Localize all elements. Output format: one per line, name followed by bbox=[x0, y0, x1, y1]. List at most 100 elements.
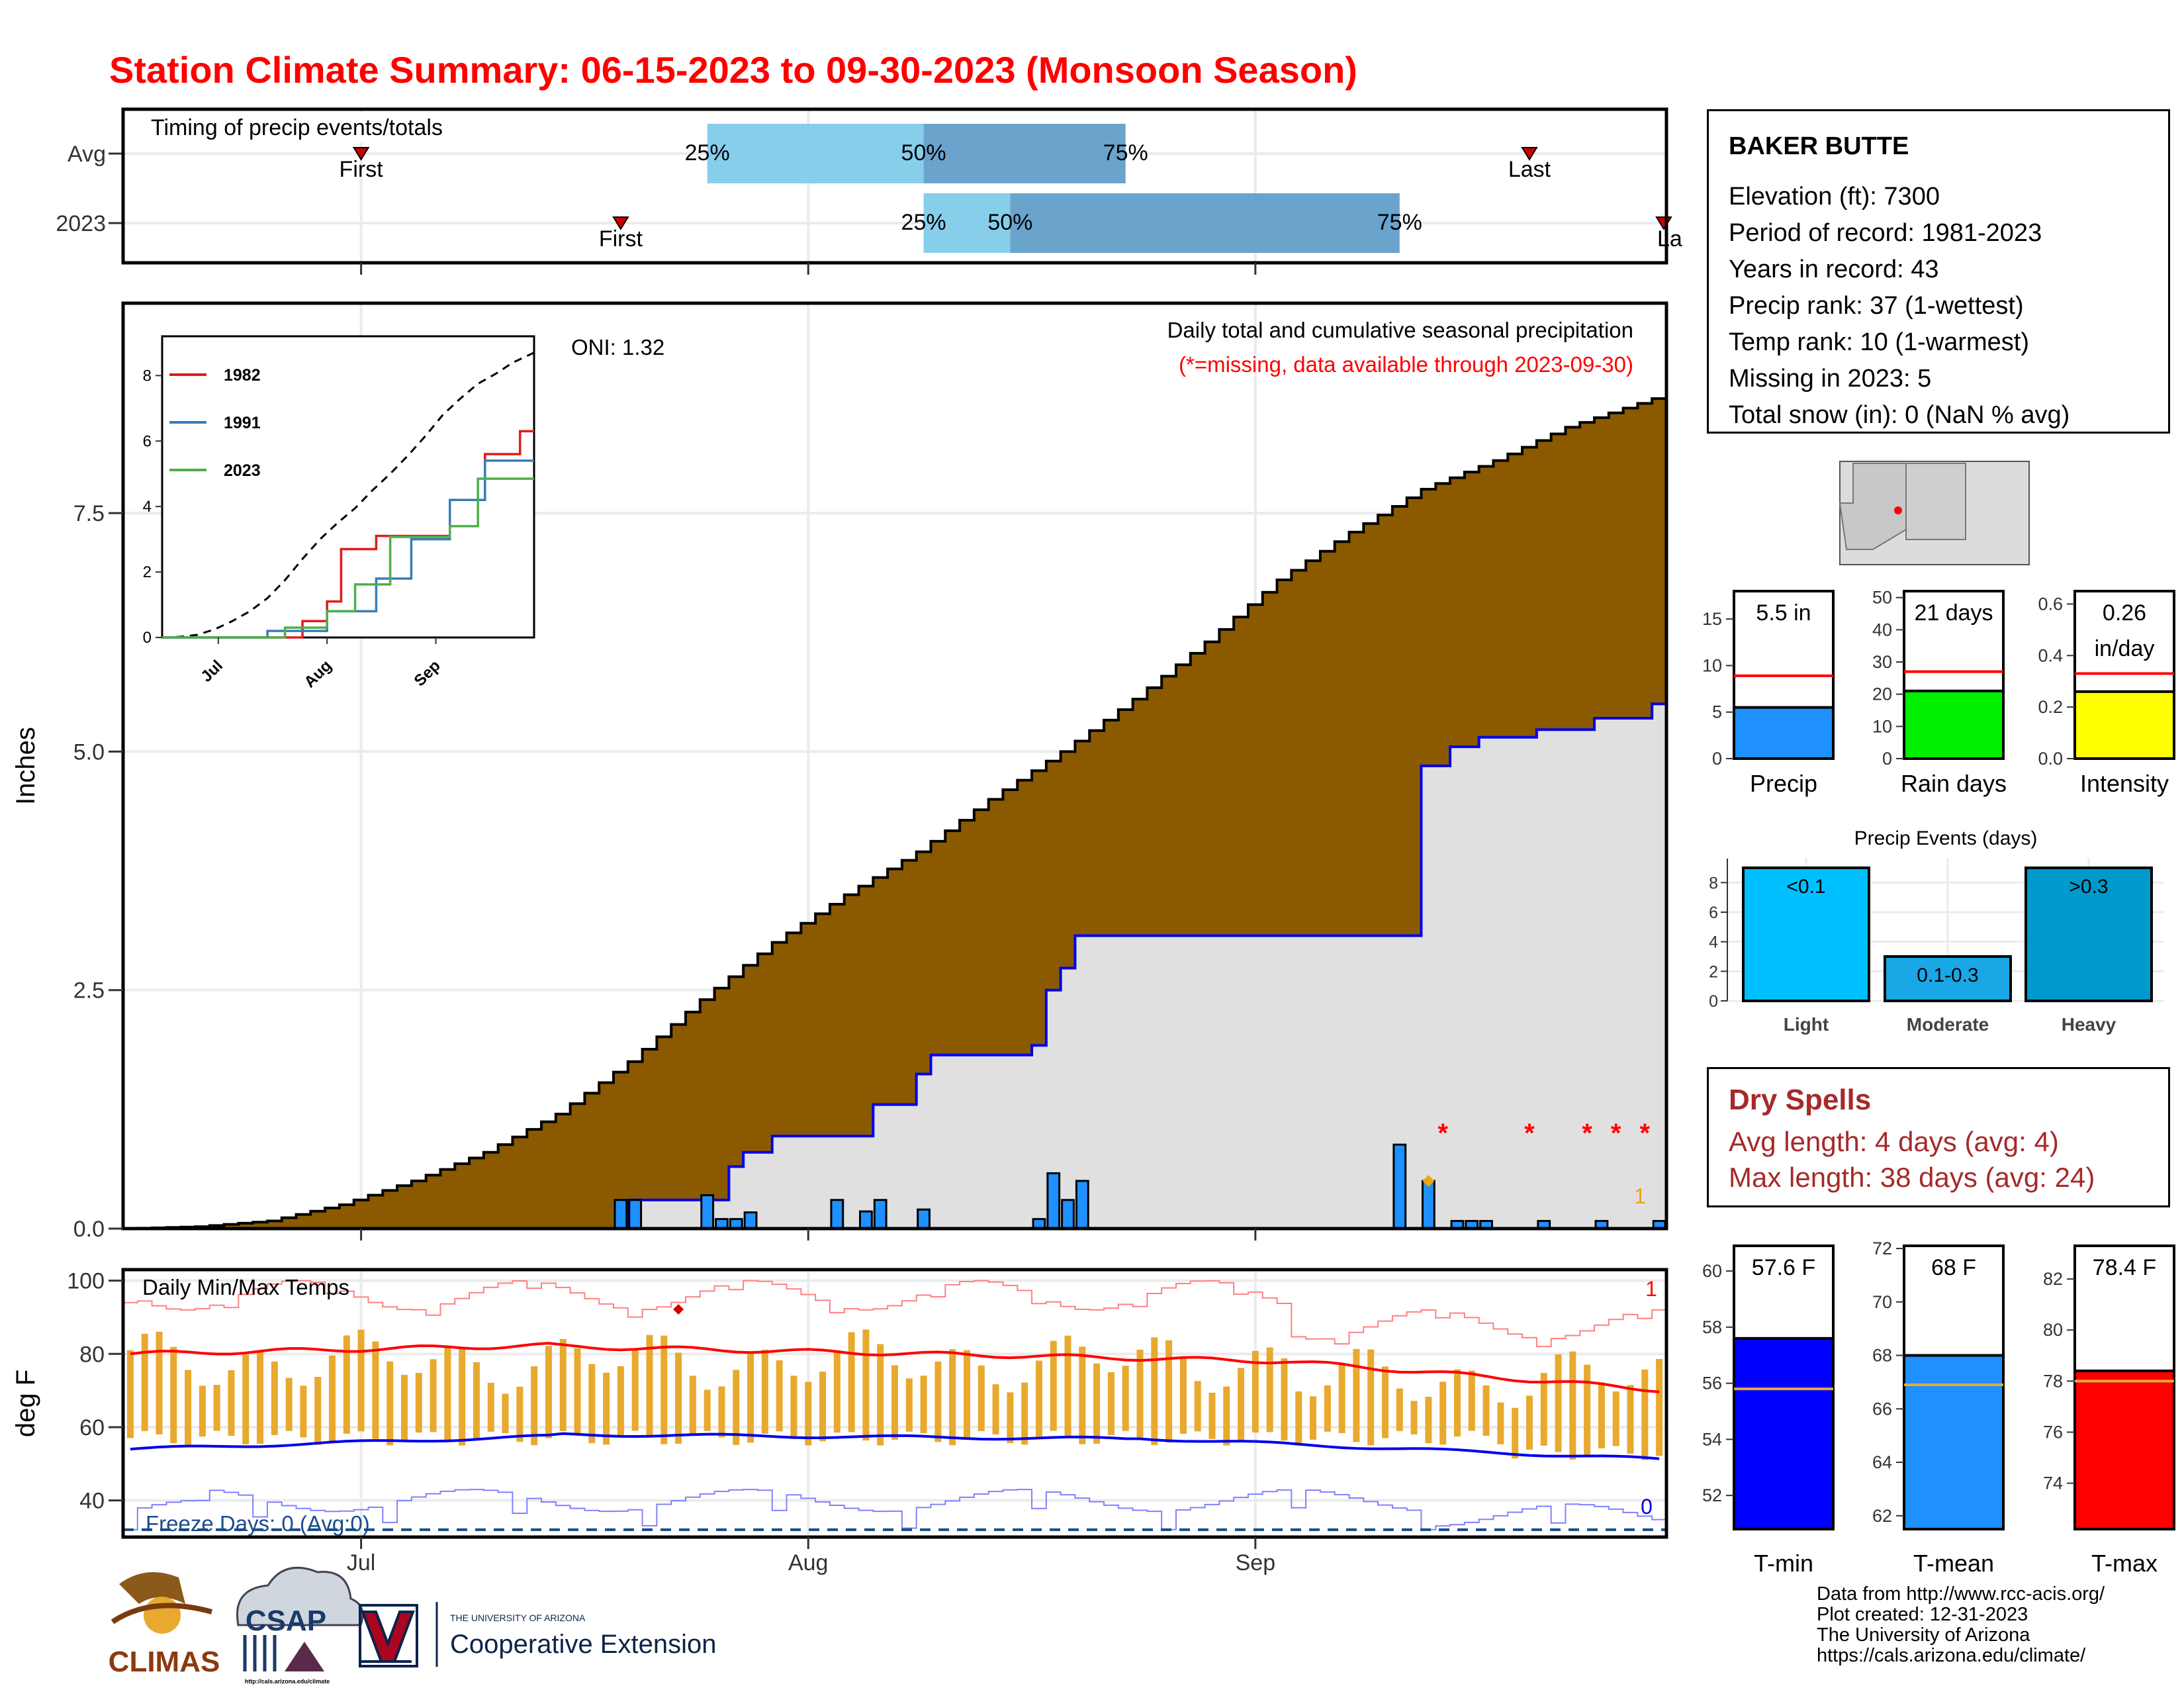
summary-bar-value: 5.5 in bbox=[1756, 600, 1811, 626]
temp-rank-text: Temp rank: 10 (1-warmest) bbox=[1729, 328, 2030, 356]
daily-temp-bar bbox=[329, 1355, 336, 1443]
temp-bar-ytick-label: 54 bbox=[1702, 1429, 1722, 1449]
dry-spells-panel: Dry Spells Avg length: 4 days (avg: 4) M… bbox=[1707, 1067, 2170, 1207]
summary-ytick-label: 10 bbox=[1872, 716, 1892, 736]
temp-bar-value: 68 F bbox=[1931, 1255, 1976, 1280]
daily-temp-bar bbox=[689, 1376, 696, 1435]
station-name: BAKER BUTTE bbox=[1729, 132, 1909, 160]
daily-temp-bar bbox=[1569, 1351, 1576, 1460]
precip-event-label: Moderate bbox=[1907, 1014, 1989, 1035]
daily-temp-bar bbox=[156, 1331, 163, 1434]
precip-rank-text: Precip rank: 37 (1-wettest) bbox=[1729, 292, 2024, 320]
climas-logo-arc bbox=[111, 1603, 213, 1624]
temp-bar-label: T-max bbox=[2091, 1550, 2158, 1577]
daily-temp-bar bbox=[1238, 1368, 1245, 1442]
precip-ytick-label: 0.0 bbox=[73, 1217, 105, 1242]
summary-bar-value: 0.26 bbox=[2103, 600, 2146, 626]
events-ytick-label: 4 bbox=[1709, 933, 1718, 952]
ua-logo-big-text: Cooperative Extension bbox=[450, 1630, 716, 1659]
daily-temp-bar bbox=[285, 1378, 293, 1431]
csap-logo-rain bbox=[243, 1635, 277, 1671]
daily-temp-bar bbox=[357, 1329, 365, 1432]
inset-ytick-label: 4 bbox=[143, 498, 152, 516]
precip-ytick-label: 2.5 bbox=[73, 978, 105, 1004]
dry-spells-title: Dry Spells bbox=[1729, 1084, 1872, 1116]
temp-bar-ytick-label: 68 bbox=[1872, 1346, 1892, 1366]
summary-ytick-label: 5 bbox=[1712, 702, 1722, 722]
main-xtick-label: Aug bbox=[788, 1550, 829, 1575]
temp-bar-ytick-label: 70 bbox=[1872, 1292, 1892, 1312]
summary-ytick-label: 50 bbox=[1872, 588, 1892, 608]
daily-temp-bar bbox=[1425, 1397, 1432, 1444]
daily-temp-bar bbox=[1107, 1372, 1115, 1435]
last-event-label: La bbox=[1657, 226, 1682, 252]
daily-temp-bar bbox=[1656, 1358, 1663, 1456]
temp-bar-label: T-mean bbox=[1913, 1550, 1994, 1577]
precip-event-label: Heavy bbox=[2062, 1014, 2116, 1035]
daily-temp-bar bbox=[141, 1333, 148, 1431]
avg-max-temp-line bbox=[130, 1342, 1660, 1393]
credit-url: https://cals.arizona.edu/climate/ bbox=[1817, 1645, 2086, 1666]
daily-temp-bar bbox=[718, 1386, 725, 1438]
precip-event-bar-moderate bbox=[1884, 955, 2012, 1002]
daily-temp-bar bbox=[444, 1346, 451, 1441]
timing-panel-label: Timing of precip events/totals bbox=[151, 115, 443, 140]
events-ytick-label: 8 bbox=[1709, 874, 1718, 892]
main-xtick-label: Jul bbox=[347, 1550, 375, 1575]
temps-y-axis-title: deg F bbox=[11, 1370, 40, 1437]
credit-university: The University of Arizona bbox=[1817, 1624, 2030, 1646]
temps-ytick-label: 100 bbox=[67, 1269, 105, 1294]
timing-bar-q50-q75 bbox=[923, 124, 1126, 183]
daily-temp-bar bbox=[660, 1335, 668, 1444]
daily-temp-bar bbox=[1396, 1388, 1403, 1431]
avg-cumulative-precip-line bbox=[123, 397, 1666, 1230]
ua-logo-frame bbox=[359, 1604, 418, 1667]
daily-temp-bar bbox=[343, 1335, 350, 1434]
daily-temp-bar bbox=[1165, 1340, 1173, 1443]
daily-temp-bar bbox=[199, 1385, 206, 1437]
credit-plot-created: Plot created: 12-31-2023 bbox=[1817, 1604, 2028, 1625]
daily-temp-bar bbox=[1540, 1373, 1547, 1446]
first-event-label: First bbox=[340, 157, 384, 182]
temp-bar-ytick-label: 60 bbox=[1702, 1261, 1722, 1281]
daily-precip-bar bbox=[614, 1199, 628, 1230]
daily-temp-bar bbox=[185, 1370, 192, 1445]
avg-min-temp-line bbox=[130, 1432, 1660, 1460]
precip-event-bar-light bbox=[1742, 867, 1870, 1002]
daily-temp-bar bbox=[790, 1376, 797, 1439]
daily-temp-bar bbox=[1223, 1386, 1230, 1446]
summary-bar-label: Intensity bbox=[2080, 770, 2169, 797]
summary-bar-label: Precip bbox=[1750, 770, 1817, 797]
daily-temp-bar bbox=[1555, 1354, 1562, 1452]
daily-temp-bar bbox=[271, 1361, 278, 1435]
last-event-marker bbox=[1521, 147, 1538, 161]
first-event-label: First bbox=[599, 226, 643, 252]
temp-bar-ytick-label: 52 bbox=[1702, 1485, 1722, 1505]
daily-temp-bar bbox=[545, 1346, 552, 1438]
daily-precip-bar bbox=[743, 1211, 758, 1230]
precip-event-bar-text: 0.1-0.3 bbox=[1917, 964, 1978, 986]
summary-bar-value-unit: in/day bbox=[2095, 636, 2155, 661]
temp-bar-ytick-label: 56 bbox=[1702, 1374, 1722, 1393]
daily-temp-bar bbox=[1050, 1340, 1057, 1431]
daily-temp-bar bbox=[1064, 1335, 1071, 1436]
timing-q75-label: 75% bbox=[1103, 140, 1148, 165]
daily-temp-bar bbox=[992, 1384, 999, 1434]
dry-spells-max-length: Max length: 38 days (avg: 24) bbox=[1729, 1162, 2095, 1193]
daily-temp-bar bbox=[430, 1359, 437, 1432]
inset-ytick-label: 6 bbox=[143, 432, 152, 450]
csap-logo-mountain bbox=[285, 1642, 324, 1671]
daily-precip-bar bbox=[628, 1199, 643, 1230]
precip-event-bar-text: <0.1 bbox=[1786, 876, 1825, 898]
summary-ytick-label: 0.4 bbox=[2038, 645, 2063, 665]
climas-logo-swoosh bbox=[119, 1572, 185, 1604]
temp-bar-ytick-label: 80 bbox=[2043, 1320, 2063, 1340]
precip-y-axis-title: Inches bbox=[11, 727, 40, 805]
timing-q50-label: 50% bbox=[987, 210, 1032, 235]
daily-temp-bar bbox=[978, 1365, 985, 1431]
chart-title: Station Climate Summary: 06-15-2023 to 0… bbox=[109, 49, 1357, 91]
csap-logo: CSAP http://cals.arizona.edu/climate bbox=[236, 1566, 364, 1685]
daily-temp-bar bbox=[1007, 1392, 1014, 1444]
daily-temp-bar bbox=[819, 1372, 827, 1442]
daily-precip-bar bbox=[1392, 1143, 1407, 1230]
